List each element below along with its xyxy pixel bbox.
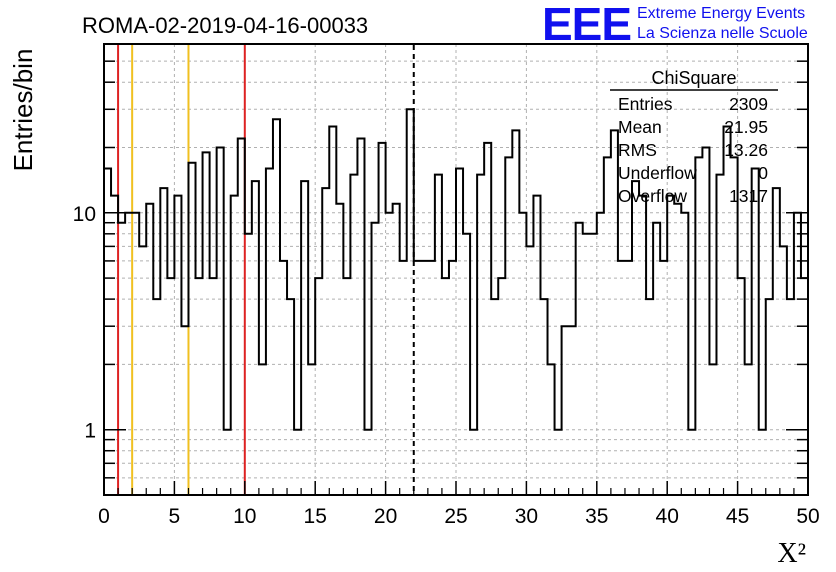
x-tick-label: 50 xyxy=(796,505,819,528)
x-tick-label: 30 xyxy=(515,505,538,528)
eee-logo-line1: Extreme Energy Events xyxy=(637,5,805,22)
x-tick-label: 0 xyxy=(98,505,110,528)
x-tick-label: 25 xyxy=(444,505,467,528)
stats-row-value: 13.26 xyxy=(724,140,768,160)
x-tick-label: 20 xyxy=(374,505,397,528)
stats-title: ChiSquare xyxy=(651,68,736,88)
x-tick-label: 5 xyxy=(169,505,181,528)
y-axis-ticks: 1 10 xyxy=(73,43,808,496)
x-axis-ticks: 0 5 10 15 20 25 30 35 40 45 50 xyxy=(98,481,820,528)
y-tick-label: 10 xyxy=(73,203,96,226)
y-tick-label: 1 xyxy=(84,420,96,443)
stats-row-label: Overflow xyxy=(618,186,687,206)
histogram-outline xyxy=(104,108,808,431)
stats-row-label: RMS xyxy=(618,140,657,160)
stats-row-label: Mean xyxy=(618,117,662,137)
x-tick-label: 45 xyxy=(726,505,749,528)
stats-row-value: 0 xyxy=(758,163,768,183)
stats-row-label: Entries xyxy=(618,94,673,114)
stats-row-value: 1317 xyxy=(729,186,768,206)
stats-row-value: 21.95 xyxy=(724,117,768,137)
eee-logo-line2: La Scienza nelle Scuole xyxy=(637,25,808,42)
x-tick-label: 15 xyxy=(304,505,327,528)
stats-row-label: Underflow xyxy=(618,163,697,183)
y-axis-title: Entries/bin xyxy=(8,49,38,172)
eee-logo: EEE Extreme Energy Events La Scienza nel… xyxy=(542,0,808,50)
x-tick-label: 40 xyxy=(656,505,679,528)
chart-title: ROMA-02-2019-04-16-00033 xyxy=(82,13,368,38)
x-tick-label: 10 xyxy=(233,505,256,528)
stats-box: ChiSquare Entries 2309 Mean 21.95 RMS 13.26 Un… xyxy=(610,68,778,206)
x-axis-title: X² xyxy=(777,538,806,569)
eee-logo-mark: EEE xyxy=(542,0,631,50)
stats-row-value: 2309 xyxy=(729,94,768,114)
x-tick-label: 35 xyxy=(585,505,608,528)
